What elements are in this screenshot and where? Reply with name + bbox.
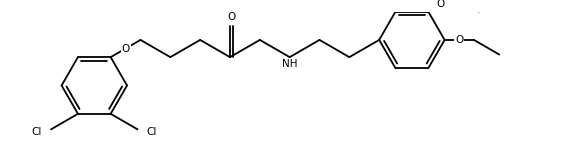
Text: O: O xyxy=(437,0,445,9)
Text: O: O xyxy=(121,44,130,54)
Text: NH: NH xyxy=(282,59,297,69)
Text: O: O xyxy=(228,12,236,22)
Text: Cl: Cl xyxy=(146,127,157,137)
Text: Cl: Cl xyxy=(32,127,42,137)
Text: O: O xyxy=(455,35,463,45)
